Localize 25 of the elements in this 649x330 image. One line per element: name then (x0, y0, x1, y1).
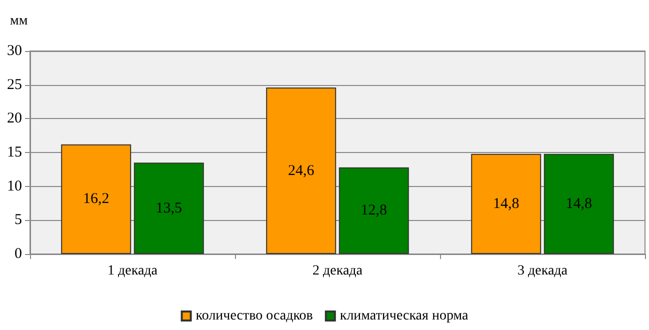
x-tick-label: 2 декада (312, 264, 364, 278)
data-label: 24,6 (288, 162, 315, 179)
y-tick-label: 10 (7, 178, 22, 194)
bar (338, 167, 409, 254)
data-label: 14,8 (566, 196, 592, 212)
data-label: 14,8 (492, 196, 520, 212)
y-tick-label: 5 (14, 212, 22, 228)
y-tick-label: 20 (7, 110, 22, 127)
data-label: 16,2 (82, 191, 110, 208)
x-tick-label: 3 декада (518, 264, 568, 278)
bar (134, 162, 204, 254)
data-label: 12,8 (360, 202, 388, 219)
y-tick-label: 15 (7, 144, 22, 160)
y-tick-label: 0 (14, 246, 22, 262)
y-tick-label: 25 (7, 76, 22, 93)
y-tick-label: 30 (7, 43, 22, 59)
bar (471, 154, 542, 254)
bar (61, 144, 132, 254)
y-axis-title: мм (10, 14, 28, 28)
bar (544, 154, 614, 254)
legend-label: количество осадков (196, 308, 314, 324)
data-label: 13,5 (156, 200, 182, 216)
bar (266, 88, 336, 254)
x-tick-label: 1 декада (108, 264, 158, 278)
legend-label: климатическая норма (340, 308, 469, 324)
